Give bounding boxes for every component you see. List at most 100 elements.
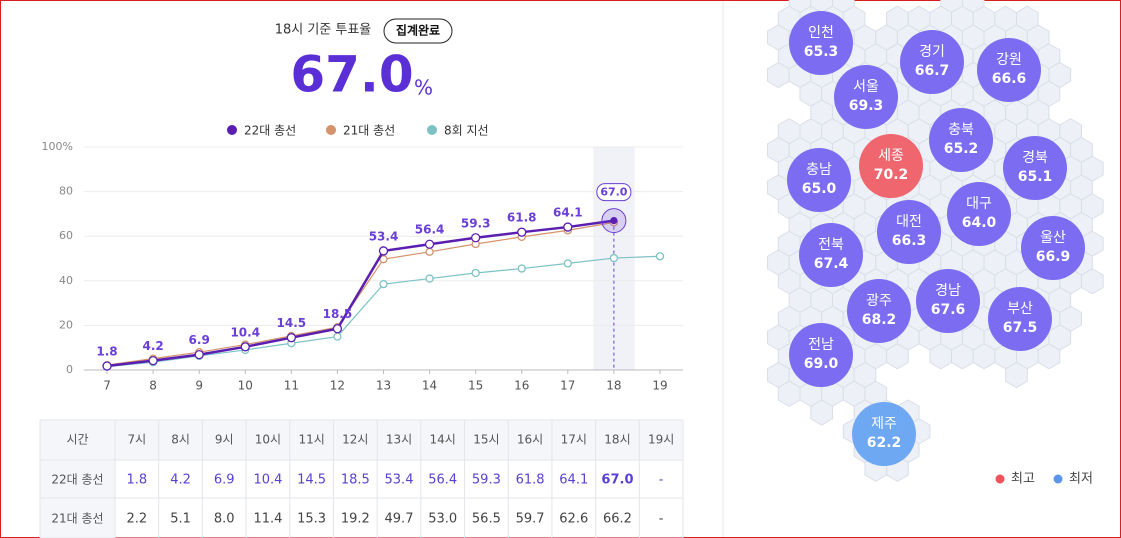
region-bubble [947,182,1011,246]
region-name: 충북 [948,122,974,138]
table-cell: 49.7 [385,512,414,527]
table-header-cell: 13시 [386,433,412,447]
region-value: 70.2 [874,167,909,183]
region-value: 68.2 [862,312,897,328]
region-value: 65.1 [1018,169,1053,185]
table-header-cell: 8시 [171,433,190,447]
region-bubble [789,323,853,387]
x-tick-label: 17 [560,379,575,393]
point [655,252,665,261]
region-value: 67.5 [1003,320,1038,336]
tooltip-box [596,183,632,202]
x-tick-label: 14 [422,379,437,393]
table-cell: 4.2 [170,473,191,488]
data-label: 59.3 [461,216,491,230]
tooltip-label: 67.0 [600,186,627,199]
table-cell: 14.5 [297,473,326,488]
region-bubble [929,108,993,172]
table-cell: 5.1 [170,512,191,527]
point [148,355,158,366]
point [424,239,435,249]
region-value: 65.3 [804,44,839,60]
table-cell: 6.9 [214,473,235,488]
big-value: 67.0 [290,46,413,104]
region-value: 66.9 [1036,249,1071,265]
table-cell: 64.1 [559,473,588,488]
table-cell: 61.8 [516,473,545,488]
big-unit: % [414,76,433,100]
point [425,274,434,283]
table-col-bg [40,460,115,538]
region-bubble [852,402,916,466]
y-tick-label: 100% [42,140,73,153]
region-name: 광주 [866,293,892,309]
region-bubble [787,148,851,212]
table-cell: 67.0 [601,473,633,488]
region-value: 69.3 [849,98,884,114]
point [517,264,526,273]
table-cell: 53.4 [385,473,414,488]
y-tick-label: 80 [59,185,73,198]
table-cell: 56.5 [472,512,501,527]
table-cell: 66.2 [603,512,632,527]
legend-label: 21대 총선 [343,124,395,138]
hex-cell [1080,268,1104,295]
region-name: 강원 [996,52,1022,68]
legend-dot [427,125,437,135]
region-value: 67.4 [814,256,849,272]
x-tick-label: 16 [514,379,529,393]
legend-dot [227,125,237,135]
table-header-cell: 17시 [561,433,587,447]
table-cell: 10.4 [253,473,282,488]
point [609,253,619,263]
region-value: 67.6 [931,302,966,318]
region-value: 66.3 [892,233,927,249]
table-cell: - [659,473,664,488]
data-label: 53.4 [369,229,399,243]
table-header-cell: 10시 [255,433,281,447]
point [610,216,618,225]
table-header-cell: 14시 [430,433,456,447]
table-cell: - [659,512,664,527]
legend-dot [326,125,336,135]
region-bubble [900,30,964,94]
region-bubble [799,223,863,287]
series-line [106,219,615,368]
region-name: 전남 [808,337,834,353]
region-name: 대구 [966,196,992,212]
map-legend-label: 최저 [1069,472,1093,487]
region-name: 세종 [878,148,904,164]
table-header-cell: 16시 [517,433,543,447]
table-header-cell: 19시 [648,433,674,447]
region-value: 69.0 [804,356,839,372]
region-name: 제주 [871,416,897,432]
table-header-cell: 18시 [604,433,630,447]
table-header-cell: 7시 [128,433,147,447]
region-value: 64.0 [962,215,997,231]
x-tick-label: 13 [376,379,391,393]
table-header-bg [40,420,683,460]
table-header-cell: 11시 [298,433,324,447]
table-cell: 15.3 [297,512,326,527]
region-name: 경남 [935,283,961,299]
badge-text: 집계완료 [396,23,440,38]
data-label: 56.4 [415,223,445,237]
point [379,279,388,289]
hex-cell [886,343,909,370]
point [471,268,480,278]
data-label: 4.2 [142,339,163,353]
region-bubble [1021,216,1085,280]
x-tick-label: 18 [606,379,621,393]
region-value: 66.6 [992,71,1027,87]
region-name: 경북 [1022,150,1048,166]
table-cell: 56.4 [428,473,457,488]
region-name: 부산 [1007,301,1033,317]
region-value: 65.2 [944,141,979,157]
map-legend-dot [995,474,1005,484]
legend-label: 22대 총선 [244,124,296,138]
region-name: 인천 [808,25,834,41]
table-cell: 22대 총선 [51,473,103,487]
point [332,324,343,334]
point [517,227,527,237]
